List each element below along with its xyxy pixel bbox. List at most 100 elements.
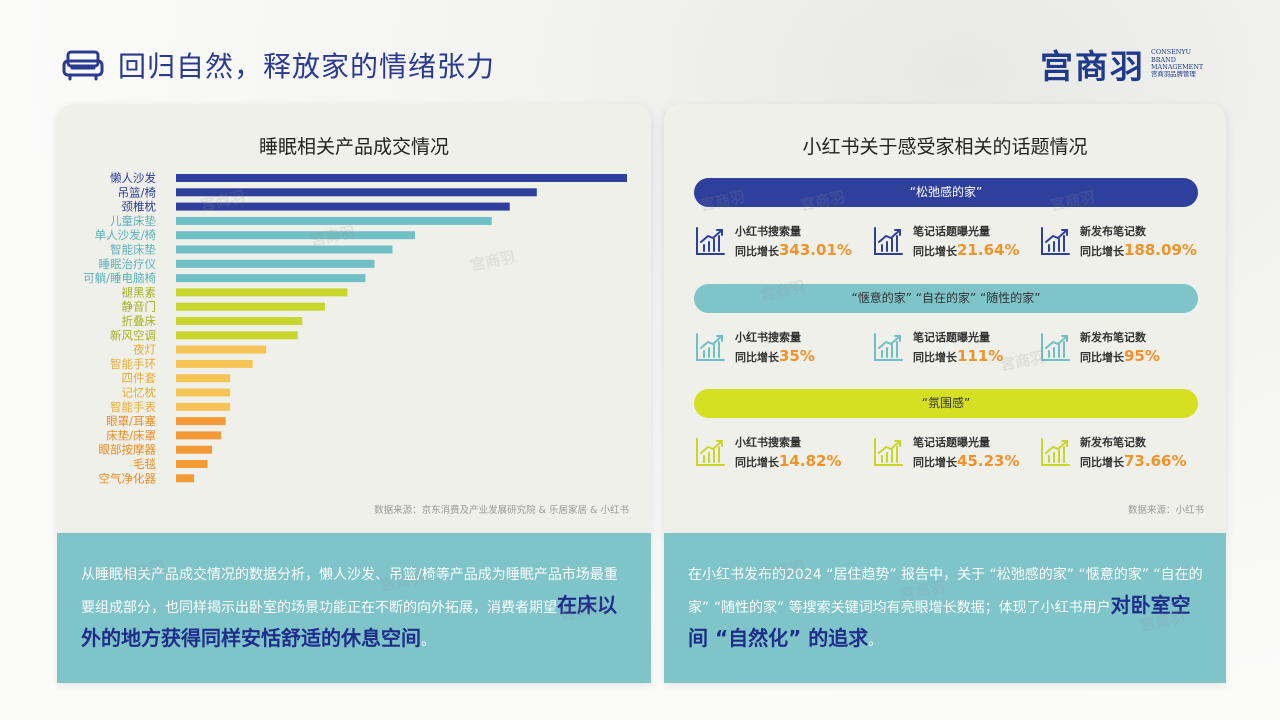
stat-value: 同比增长35% [735,347,815,365]
topic-pill-2: “氛围感” [694,389,1198,418]
stat-prefix: 同比增长 [735,351,779,364]
bar-15 [176,388,231,397]
growth-chart-icon [874,333,903,361]
topic-2-stat-1: 笔记话题曝光量同比增长45.23% [872,434,1032,474]
right-summary-highlight: 对卧室空间 “自然化” 的追求 [688,593,1191,650]
stat-value: 同比增长73.66% [1080,452,1186,470]
category-label-9: 静音门 [122,300,157,314]
stat-prefix: 同比增长 [735,245,779,258]
stat-label: 新发布笔记数 [1080,331,1146,344]
left-summary-text: 从睡眠相关产品成交情况的数据分析，懒人沙发、吊篮/椅等产品成为睡眠产品市场最重要… [81,567,618,650]
category-label-2: 颈椎枕 [122,200,157,214]
bar-1 [176,188,537,197]
stat-prefix: 同比增长 [1080,245,1124,258]
bar-2 [176,202,510,211]
left-summary-box: 从睡眠相关产品成交情况的数据分析，懒人沙发、吊篮/椅等产品成为睡眠产品市场最重要… [57,533,651,683]
topic-0-stat-2: 新发布笔记数 同比增长188.09% [1039,223,1199,263]
category-label-21: 空气净化器 [99,471,157,485]
bar-11 [176,331,298,340]
stat-label: 小红书搜索量 [735,225,801,238]
logo-en-text: CONSENYU BRAND MANAGEMENT 宫商羽品牌管理 [1151,48,1204,79]
bar-chart: 懒人沙发吊篮/椅颈椎枕儿童床垫单人沙发/椅智能床垫睡眠治疗仪可躺/睡电脑椅褪黑素… [83,171,627,485]
bar-18 [176,431,222,440]
brand-logo: 宫商羽 CONSENYU BRAND MANAGEMENT 宫商羽品牌管理 [1040,40,1203,88]
bar-10 [176,317,303,325]
stat-label: 小红书搜索量 [735,436,801,449]
stat-value: 同比增长188.09% [1080,241,1197,259]
category-label-7: 可躺/睡电脑椅 [83,271,156,285]
stat-value: 同比增长21.64% [913,241,1019,259]
topic-pill-0: “松弛感的家” [694,178,1198,207]
bar-19 [176,445,213,454]
bar-16 [176,402,231,411]
stat-prefix: 同比增长 [913,351,957,364]
topics-source: 数据来源：小红书 [1127,505,1204,516]
stat-prefix: 同比增长 [735,456,779,469]
category-label-10: 折叠床 [122,314,157,328]
stat-label: 笔记话题曝光量 [913,225,990,238]
bar-12 [176,345,267,354]
topic-0-stat-1: 笔记话题曝光量 同比增长21.64% [872,223,1032,263]
topic-2-stat-2: 新发布笔记数 同比增长73.66% [1039,434,1199,474]
growth-chart-icon [696,438,725,466]
stat-value: 同比增长111% [913,347,1003,365]
growth-chart-icon [696,227,725,255]
growth-chart-icon [696,333,725,361]
stat-label: 笔记话题曝光量 [913,331,990,344]
category-label-11: 新风空调 [110,328,156,342]
bar-7 [176,274,366,283]
bar-5 [176,245,393,254]
stat-number: 21.64% [957,241,1020,259]
bar-9 [176,302,325,311]
stat-prefix: 同比增长 [1080,456,1124,469]
stat-value: 同比增长45.23% [913,452,1019,470]
logo-cn-text: 宫商羽 [1040,47,1145,86]
chart-title: 睡眠相关产品成交情况 [258,136,449,158]
stat-label: 小红书搜索量 [735,331,801,344]
category-label-15: 记忆枕 [122,386,157,400]
bar-4 [176,231,416,240]
category-label-14: 四件套 [122,371,157,385]
category-label-13: 智能手环 [110,357,156,371]
growth-chart-icon [1041,333,1070,361]
bar-20 [176,460,208,468]
xiaohongshu-topics-panel: 小红书关于感受家相关的话题情况 “松弛感的家” 小红书搜索量 同比增长343.01%… [664,104,1226,534]
topics-title: 小红书关于感受家相关的话题情况 [802,136,1088,158]
stat-prefix: 同比增长 [913,245,957,258]
topic-1-stat-1: 笔记话题曝光量同比增长111% [872,329,1032,369]
right-summary-box: 在小红书发布的2024 “居住趋势” 报告中，关于 “松弛感的家” “惬意的家”… [664,533,1226,683]
topic-1-stat-0: 小红书搜索量同比增长35% [694,329,854,369]
bar-0 [176,174,627,182]
left-summary-highlight: 在床以外的地方获得同样安恬舒适的休息空间 [81,593,617,650]
stat-label: 笔记话题曝光量 [913,436,990,449]
category-label-5: 智能床垫 [110,243,156,257]
category-label-16: 智能手表 [110,400,156,414]
stat-value: 同比增长343.01% [735,241,852,259]
stat-number: 45.23% [957,452,1020,470]
category-label-19: 眼部按摩器 [99,443,157,457]
growth-chart-icon [874,438,903,466]
category-label-1: 吊篮/椅 [118,185,157,199]
stat-number: 343.01% [779,241,852,259]
right-summary-text: 在小红书发布的2024 “居住趋势” 报告中，关于 “松弛感的家” “惬意的家”… [688,567,1203,650]
topic-0-stat-0: 小红书搜索量 同比增长343.01% [694,223,854,263]
category-label-3: 儿童床垫 [110,214,156,228]
stat-number: 188.09% [1124,241,1197,259]
category-label-17: 眼罩/耳塞 [106,414,156,428]
stat-prefix: 同比增长 [1080,351,1124,364]
stat-label: 新发布笔记数 [1080,225,1146,238]
category-label-0: 懒人沙发 [110,171,156,185]
growth-chart-icon [1041,227,1070,255]
topic-2-stat-0: 小红书搜索量 同比增长14.82% [694,434,854,474]
topic-1-stat-2: 新发布笔记数同比增长95% [1039,329,1199,369]
bar-6 [176,259,375,268]
page-header: 回归自然，释放家的情绪张力 [62,42,495,88]
category-label-4: 单人沙发/椅 [95,228,157,242]
stat-number: 14.82% [779,452,842,470]
stat-value: 同比增长95% [1080,347,1160,365]
topic-pill-1: “惬意的家” “自在的家” “随性的家” [694,284,1198,313]
growth-chart-icon [1041,438,1070,466]
bar-13 [176,359,253,368]
sleep-products-chart-panel: 睡眠相关产品成交情况 懒人沙发 吊篮/椅 颈椎枕 儿童床垫 单人沙发/椅 智能床垫 睡眠治疗… [57,104,651,534]
category-label-18: 床垫/床罩 [106,428,156,442]
